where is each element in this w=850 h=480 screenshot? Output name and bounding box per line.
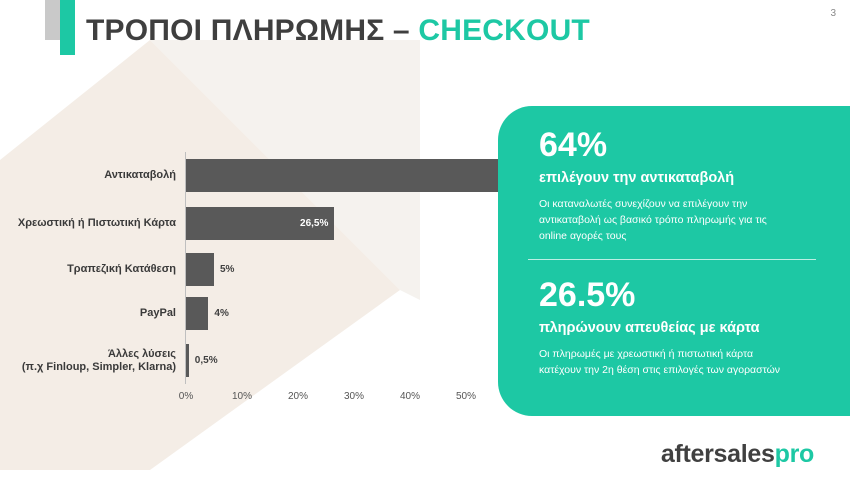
kpi-headline: επιλέγουν την αντικαταβολή <box>539 170 735 186</box>
title-accent: CHECKOUT <box>418 14 590 47</box>
logo-main-text: aftersales <box>660 440 775 468</box>
category-label: Αντικαταβολή <box>0 169 176 182</box>
kpi-divider <box>528 259 816 260</box>
page-number: 3 <box>830 8 836 19</box>
kpi-panel: 64% επιλέγουν την αντικαταβολή Οι κατανα… <box>498 106 850 416</box>
kpi-value: 64% <box>539 126 608 164</box>
y-axis-line <box>185 152 186 384</box>
bar <box>186 297 209 330</box>
category-label-line: Τραπεζική Κατάθεση <box>67 263 176 275</box>
category-label-line: (π.χ Finloup, Simpler, Klarna) <box>21 360 176 373</box>
x-tick-label: 40% <box>399 391 420 402</box>
kpi-card: 26.5% πληρώνουν απευθείας με κάρτα Οι πλ… <box>539 276 784 378</box>
x-tick-label: 0% <box>178 391 194 402</box>
x-tick-label: 50% <box>455 391 476 402</box>
kpi-description: Οι καταναλωτές συνεχίζουν να επιλέγουν τ… <box>539 198 767 242</box>
data-label: 0,5% <box>194 354 218 366</box>
category-label-line: Αντικαταβολή <box>104 169 176 181</box>
category-label: PayPal <box>0 307 176 320</box>
bar <box>186 207 335 240</box>
data-label: 4% <box>214 307 229 319</box>
category-label: Χρεωστική ή Πιστωτική Κάρτα <box>0 217 176 230</box>
bar <box>186 159 545 192</box>
x-tick-label: 10% <box>231 391 252 402</box>
x-tick-label: 20% <box>287 391 308 402</box>
category-label-line: PayPal <box>139 307 176 319</box>
data-label: 5% <box>220 263 235 275</box>
category-label: Άλλες λύσεις (π.χ Finloup, Simpler, Klarn… <box>0 348 176 374</box>
category-label-line: Άλλες λύσεις <box>107 347 176 360</box>
kpi-cod: 64% επιλέγουν την αντικαταβολή Οι κατανα… <box>539 126 784 244</box>
category-label-line: Χρεωστική ή Πιστωτική Κάρτα <box>17 217 176 229</box>
logo-accent-text: pro <box>774 440 815 468</box>
title-main: ΤΡΟΠΟΙ ΠΛΗΡΩΜΗΣ – <box>86 14 419 47</box>
kpi-description: Οι πληρωμές με χρεωστική ή πιστωτική κάρ… <box>539 348 781 376</box>
bar <box>186 253 214 286</box>
kpi-value: 26.5% <box>539 276 636 314</box>
brand-logo: aftersalespro <box>661 440 814 469</box>
x-tick-label: 30% <box>343 391 364 402</box>
header: ΤΡΟΠΟΙ ΠΛΗΡΩΜΗΣ – CHECKOUT 3 <box>0 0 850 62</box>
kpi-headline: πληρώνουν απευθείας με κάρτα <box>539 320 760 336</box>
category-label: Τραπεζική Κατάθεση <box>0 263 176 276</box>
data-label: 26,5% <box>300 217 329 229</box>
bar <box>186 344 189 377</box>
page-title: ΤΡΟΠΟΙ ΠΛΗΡΩΜΗΣ – CHECKOUT <box>86 14 590 48</box>
